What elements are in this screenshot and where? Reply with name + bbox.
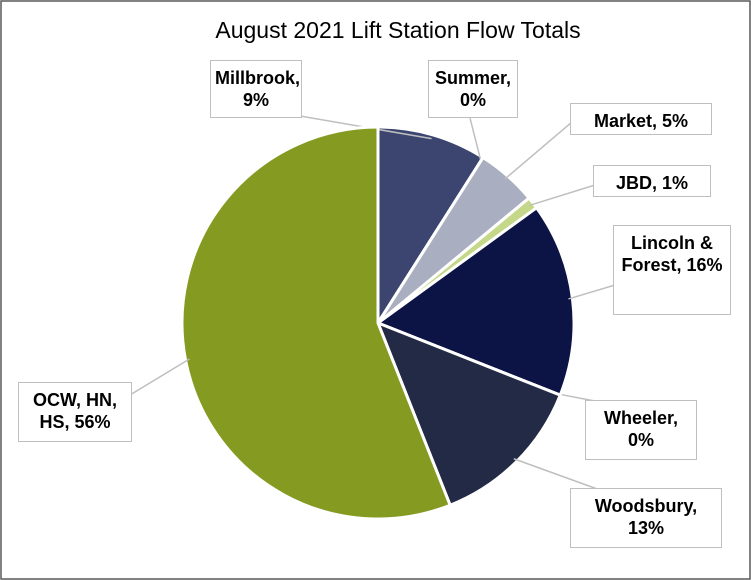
data-label: JBD, 1% — [593, 165, 711, 197]
leader-line — [469, 117, 482, 162]
pie-slice — [180, 125, 453, 521]
data-label: Market, 5% — [570, 103, 712, 135]
data-label: Woodsbury, 13% — [570, 488, 722, 548]
data-label: OCW, HN, HS, 56% — [18, 382, 132, 442]
leader-line — [529, 184, 596, 207]
data-label: Wheeler, 0% — [585, 400, 697, 460]
data-label: Summer, 0% — [428, 60, 518, 118]
data-label: Lincoln & Forest, 16% — [613, 225, 731, 315]
leader-line — [513, 458, 601, 491]
chart-title: August 2021 Lift Station Flow Totals — [215, 17, 580, 43]
leader-line — [129, 358, 190, 396]
data-label: Millbrook, 9% — [210, 60, 302, 118]
leader-line — [568, 284, 616, 300]
leader-line — [504, 121, 573, 180]
